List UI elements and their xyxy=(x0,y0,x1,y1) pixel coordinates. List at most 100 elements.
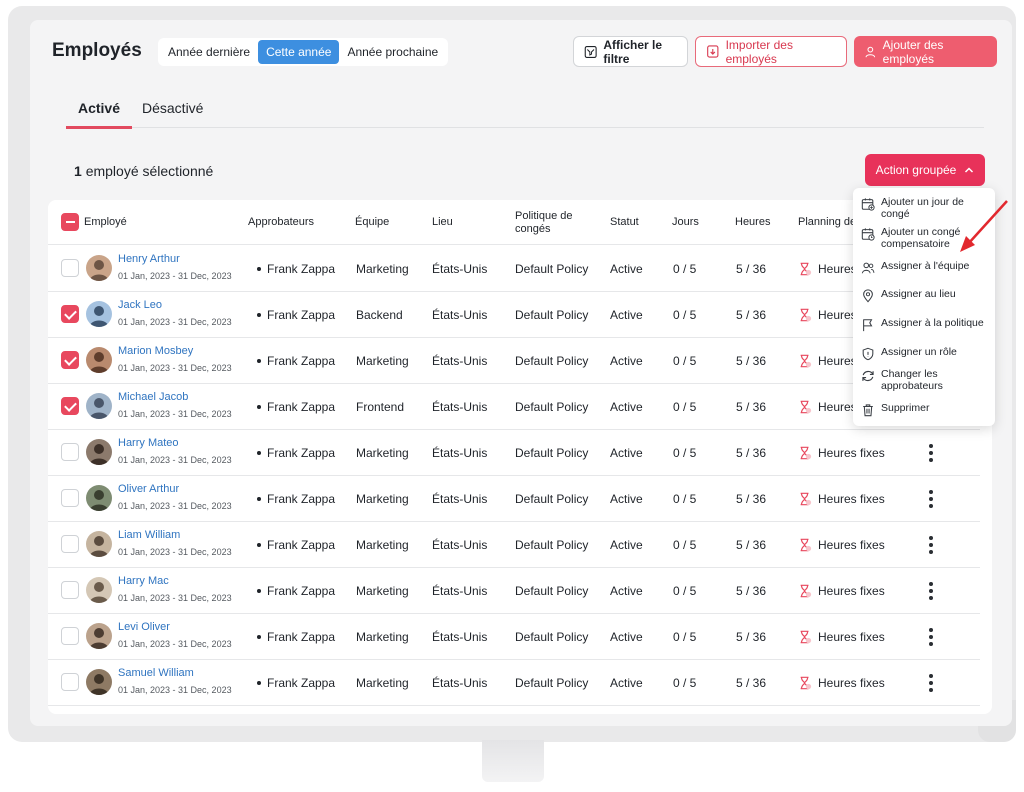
approver-cell: Frank Zappa xyxy=(257,660,335,706)
schedule-label: Heures fixes xyxy=(818,676,885,690)
bullet-dot xyxy=(257,635,261,639)
avatar xyxy=(86,577,112,603)
schedule-label: Heures fixes xyxy=(818,492,885,506)
days-cell: 0 / 5 xyxy=(673,676,697,690)
row-checkbox[interactable] xyxy=(61,443,79,461)
employee-dates: 01 Jan, 2023 - 31 Dec, 2023 xyxy=(118,547,232,557)
table-row: Michael Jacob 01 Jan, 2023 - 31 Dec, 202… xyxy=(48,384,980,430)
bullet-dot xyxy=(257,543,261,547)
tab-deactivated[interactable]: Désactivé xyxy=(142,100,204,116)
tab-last-year[interactable]: Année dernière xyxy=(168,45,251,59)
hourglass-icon xyxy=(800,538,812,552)
row-checkbox[interactable] xyxy=(61,397,79,415)
select-all-checkbox[interactable] xyxy=(61,213,79,231)
add-employees-button[interactable]: Ajouter des employés xyxy=(854,36,997,67)
show-filter-button[interactable]: Afficher le filtre xyxy=(573,36,688,67)
pointer-arrow-annotation xyxy=(960,200,1008,252)
row-checkbox[interactable] xyxy=(61,351,79,369)
employee-dates: 01 Jan, 2023 - 31 Dec, 2023 xyxy=(118,455,232,465)
approver-name: Frank Zappa xyxy=(267,308,336,322)
row-checkbox[interactable] xyxy=(61,305,79,323)
menu-item-assign-team[interactable]: Assigner à l'équipe xyxy=(861,260,991,275)
hours-cell: 5 / 36 xyxy=(736,400,767,414)
row-more-options-icon[interactable] xyxy=(924,444,938,462)
row-more-options-icon[interactable] xyxy=(924,536,938,554)
row-checkbox[interactable] xyxy=(61,673,79,691)
status-cell: Active xyxy=(610,492,643,506)
table-row: Liam William 01 Jan, 2023 - 31 Dec, 2023… xyxy=(48,522,980,568)
approver-cell: Frank Zappa xyxy=(257,614,335,660)
policy-cell: Default Policy xyxy=(515,676,589,690)
menu-item-assign-role[interactable]: Assigner un rôle xyxy=(861,346,991,361)
employee-name[interactable]: Michael Jacob xyxy=(118,391,189,403)
status-cell: Active xyxy=(610,308,643,322)
employee-name[interactable]: Harry Mac xyxy=(118,575,169,587)
employee-name[interactable]: Levi Oliver xyxy=(118,621,170,633)
approver-cell: Frank Zappa xyxy=(257,430,335,476)
location-cell: États-Unis xyxy=(432,400,488,414)
team-cell: Frontend xyxy=(356,400,405,414)
add-employees-label: Ajouter des employés xyxy=(882,37,944,66)
schedule-label: Heures fixes xyxy=(818,446,885,460)
row-more-options-icon[interactable] xyxy=(924,674,938,692)
row-checkbox[interactable] xyxy=(61,581,79,599)
tab-this-year[interactable]: Cette année xyxy=(258,40,340,64)
avatar xyxy=(86,669,112,695)
employee-name[interactable]: Marion Mosbey xyxy=(118,345,194,357)
kebab-dot xyxy=(929,674,933,678)
hours-cell: 5 / 36 xyxy=(736,492,767,506)
employee-dates: 01 Jan, 2023 - 31 Dec, 2023 xyxy=(118,501,232,511)
menu-item-assign-location[interactable]: Assigner au lieu xyxy=(861,288,991,303)
employee-name[interactable]: Jack Leo xyxy=(118,299,163,311)
employee-name[interactable]: Henry Arthur xyxy=(118,253,180,265)
avatar xyxy=(86,439,112,465)
status-cell: Active xyxy=(610,538,643,552)
row-more-options-icon[interactable] xyxy=(924,628,938,646)
row-more-options-icon[interactable] xyxy=(924,490,938,508)
menu-item-change-approvers[interactable]: Changer les approbateurs xyxy=(861,368,991,392)
hourglass-icon xyxy=(800,308,812,322)
hourglass-icon xyxy=(800,630,812,644)
table-row: Harry Mac 01 Jan, 2023 - 31 Dec, 2023 Fr… xyxy=(48,568,980,614)
tab-next-year[interactable]: Année prochaine xyxy=(347,45,439,59)
menu-item-add-leave-day[interactable]: Ajouter un jour de congé xyxy=(861,196,991,220)
kebab-dot xyxy=(929,490,933,494)
row-checkbox[interactable] xyxy=(61,259,79,277)
row-checkbox[interactable] xyxy=(61,535,79,553)
column-header-days: Jours xyxy=(672,216,699,228)
monitor-content: Employés Année dernière Cette année Anné… xyxy=(8,6,1016,742)
row-checkbox[interactable] xyxy=(61,627,79,645)
approver-cell: Frank Zappa xyxy=(257,384,335,430)
menu-item-label: Assigner à la politique xyxy=(881,317,984,329)
location-cell: États-Unis xyxy=(432,354,488,368)
employee-name[interactable]: Oliver Arthur xyxy=(118,483,180,495)
menu-item-delete[interactable]: Supprimer xyxy=(861,402,991,417)
avatar xyxy=(86,347,112,373)
column-header-approvers: Approbateurs xyxy=(248,216,315,228)
schedule-cell: Heures fixes xyxy=(798,430,885,476)
hours-cell: 5 / 36 xyxy=(736,630,767,644)
policy-cell: Default Policy xyxy=(515,354,589,368)
row-more-options-icon[interactable] xyxy=(924,582,938,600)
bullet-dot xyxy=(257,497,261,501)
location-cell: États-Unis xyxy=(432,584,488,598)
team-cell: Marketing xyxy=(356,492,409,506)
menu-item-label: Assigner au lieu xyxy=(881,288,956,300)
bulk-action-button[interactable]: Action groupée xyxy=(865,154,985,186)
menu-item-assign-policy[interactable]: Assigner à la politique xyxy=(861,317,991,332)
kebab-dot xyxy=(929,582,933,586)
import-employees-button[interactable]: Importer des employés xyxy=(695,36,847,67)
column-header-status: Statut xyxy=(610,216,639,228)
policy-cell: Default Policy xyxy=(515,400,589,414)
approver-name: Frank Zappa xyxy=(267,676,336,690)
menu-item-add-comp-leave[interactable]: Ajouter un congé compensatoire xyxy=(861,226,991,250)
team-cell: Marketing xyxy=(356,676,409,690)
employee-name[interactable]: Liam William xyxy=(118,529,181,541)
employee-name[interactable]: Harry Mateo xyxy=(118,437,179,449)
employee-name[interactable]: Samuel William xyxy=(118,667,194,679)
tab-active[interactable]: Activé xyxy=(66,100,132,129)
row-checkbox[interactable] xyxy=(61,489,79,507)
team-cell: Marketing xyxy=(356,446,409,460)
approver-name: Frank Zappa xyxy=(267,630,336,644)
approver-cell: Frank Zappa xyxy=(257,338,335,384)
